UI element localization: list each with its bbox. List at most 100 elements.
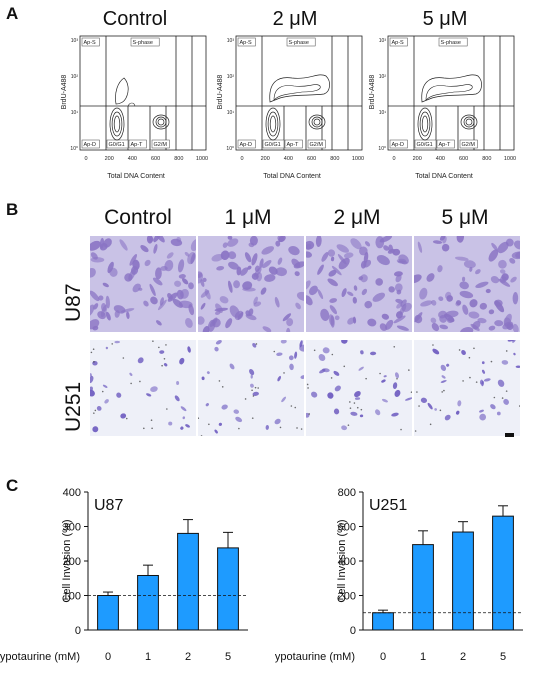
pore-dot: [353, 402, 356, 404]
cell-blob: [317, 264, 324, 275]
cell-blob: [166, 252, 174, 259]
cell-blob: [488, 325, 496, 331]
cell-blob: [434, 408, 437, 411]
cell-blob: [102, 384, 108, 388]
pore-dot: [393, 345, 396, 348]
cell-blob: [318, 354, 326, 361]
bar-1: [412, 544, 434, 631]
cell-blob: [475, 269, 481, 275]
cell-blob: [90, 304, 95, 317]
cell-blob: [459, 281, 469, 290]
contour-g0g1: [417, 107, 433, 141]
cell-blob: [306, 280, 311, 291]
cell-blob: [481, 369, 485, 374]
pore-dot: [221, 386, 224, 388]
cell-blob: [99, 242, 108, 251]
cell-blob: [417, 241, 423, 253]
cell-blob: [247, 265, 252, 270]
cell-blob: [155, 267, 162, 280]
flow-plot-control: Total DNA Content BrdU-A488 0 200 400 600 800 1…: [61, 35, 208, 180]
cell-blob: [180, 426, 184, 430]
cell-blob: [149, 283, 156, 297]
pore-dot: [490, 360, 493, 363]
pore-dot: [296, 427, 298, 429]
contour-sphase: [115, 77, 129, 105]
cell-blob: [187, 251, 196, 265]
cell-blob: [214, 429, 218, 434]
cell-blob: [395, 298, 403, 304]
bar-2: [177, 532, 199, 631]
cell-blob: [178, 274, 186, 279]
cell-blob: [299, 344, 304, 352]
cell-blob: [138, 287, 143, 291]
cell-blob: [152, 277, 163, 286]
cell-blob: [176, 381, 180, 385]
panel-b-letter: B: [6, 200, 19, 219]
gate-label-aps: Ap-S: [240, 40, 253, 46]
cell-blob: [499, 269, 506, 274]
micrograph-background: [414, 340, 520, 436]
cell-blob: [90, 375, 94, 384]
y-tick-label: 10¹: [379, 110, 387, 116]
micrograph-u87-control: [90, 236, 196, 332]
cell-blob: [228, 280, 233, 293]
cell-blob: [276, 352, 283, 356]
y-axis-label: BrdU-A488: [217, 75, 224, 110]
cell-blob: [432, 240, 443, 244]
cell-blob: [234, 310, 244, 321]
pore-dot: [468, 356, 471, 359]
micro-row-u251: U251: [62, 381, 85, 432]
cell-blob: [419, 287, 428, 300]
cell-blob: [181, 278, 189, 285]
pore-dot: [439, 409, 442, 412]
cell-blob: [228, 261, 239, 270]
cell-blob: [509, 258, 516, 264]
cell-blob: [300, 375, 304, 379]
cell-blob: [180, 406, 187, 412]
gate-label-g2m-box: [151, 139, 170, 149]
cell-blob: [468, 311, 480, 319]
cell-blob: [306, 251, 312, 258]
cell-blob: [92, 426, 99, 433]
cell-blob: [479, 413, 487, 421]
cell-blob: [227, 236, 233, 240]
pore-dot: [308, 413, 311, 415]
gate-label-apd: Ap-D: [84, 142, 97, 148]
cell-blob: [306, 295, 313, 306]
cell-blob: [441, 375, 446, 379]
pore-dot: [252, 395, 255, 397]
y-tick-label: 400: [63, 487, 81, 499]
cell-blob: [490, 275, 500, 284]
cell-blob: [394, 283, 403, 292]
cell-blob: [513, 352, 516, 356]
gate-label-sphase-box: [438, 37, 468, 47]
x-tick-label: 5: [225, 651, 231, 663]
cell-blob: [244, 252, 252, 263]
pore-dot: [300, 428, 303, 430]
cell-blob: [114, 340, 121, 344]
contour-g0g1: [113, 115, 121, 133]
cell-blob: [289, 363, 294, 371]
pore-dot: [400, 428, 402, 431]
pore-dot: [306, 383, 309, 386]
cell-blob: [146, 236, 153, 244]
cell-blob: [167, 293, 173, 300]
cell-blob: [432, 348, 440, 355]
gate-label-apd: Ap-D: [392, 142, 405, 148]
cell-blob: [427, 402, 433, 410]
cell-blob: [444, 414, 451, 421]
gate-label-aps-box: [389, 37, 408, 47]
cell-blob: [120, 413, 127, 419]
cell-blob: [252, 391, 259, 396]
pore-dot: [255, 343, 258, 345]
pore-dot: [347, 424, 350, 426]
cell-blob: [444, 313, 455, 323]
bar-2: [452, 531, 474, 631]
cell-blob: [400, 299, 407, 307]
cell-blob: [490, 404, 496, 410]
cell-blob: [505, 238, 514, 247]
cell-blob: [182, 416, 186, 420]
cell-blob: [439, 236, 446, 241]
cell-blob: [444, 291, 452, 299]
cell-blob: [502, 321, 514, 330]
